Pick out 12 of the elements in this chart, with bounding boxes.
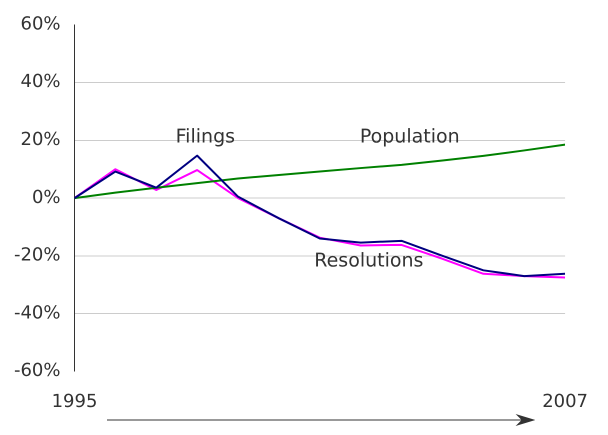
series-label: Population — [360, 125, 460, 148]
y-tick-label: 0% — [32, 186, 61, 208]
y-tick-label: -20% — [14, 244, 61, 266]
x-tick-label: 2007 — [542, 390, 588, 412]
series-label: Resolutions — [314, 250, 424, 272]
y-tick-label: 40% — [20, 71, 61, 92]
x-tick-label: 1995 — [52, 390, 98, 412]
y-tick-label: 60% — [20, 13, 61, 34]
y-tick-label: 20% — [20, 129, 61, 150]
y-tick-label: -60% — [14, 360, 61, 382]
y-tick-label: -40% — [14, 302, 61, 324]
series-label: Filings — [176, 125, 236, 148]
